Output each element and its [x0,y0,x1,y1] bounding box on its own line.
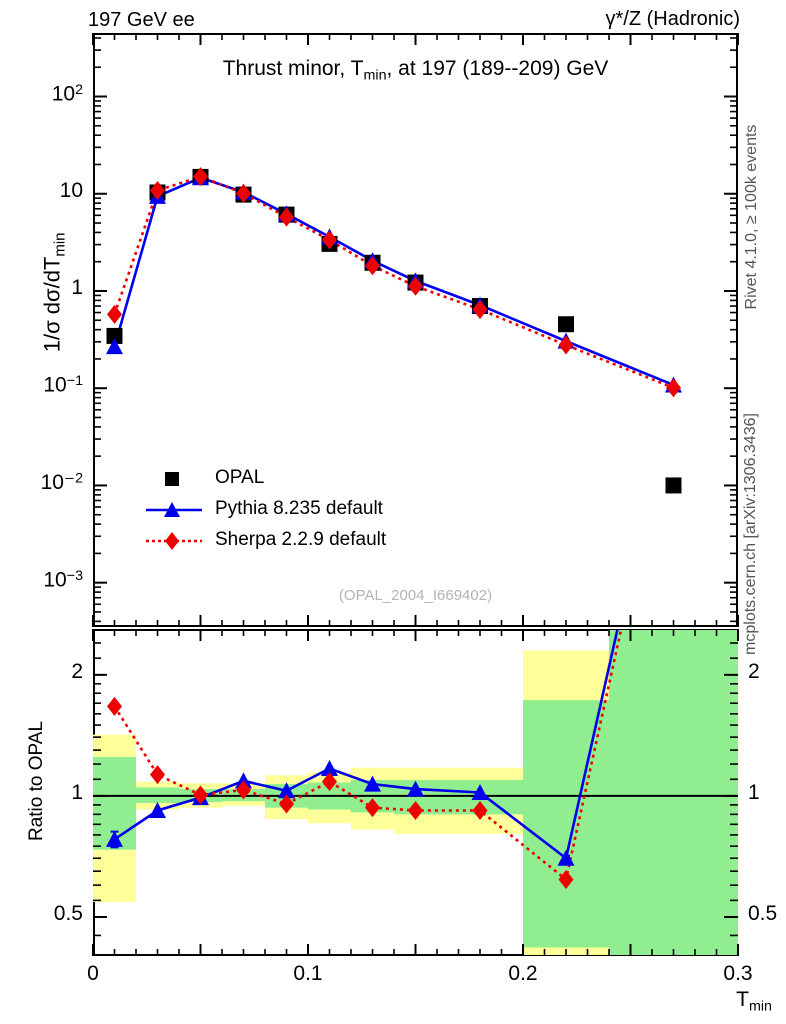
credit-mcplots: mcplots.cern.ch [arXiv:1306.3436] [742,413,759,655]
data-marker-diamond [193,167,208,187]
x-tick-label: 0 [87,962,99,985]
data-marker-triangle [106,830,123,847]
data-marker-diamond [408,800,423,820]
x-label-text: T [736,988,749,1011]
ratio-y-tick-label-right: 0.5 [748,902,778,926]
legend-label-sherpa: Sherpa 2.2.9 default [215,529,387,550]
data-marker-triangle [407,780,424,797]
main-y-tick-label: 1 [71,275,83,299]
data-marker-diamond [322,772,337,792]
legend-key-opal [165,472,179,486]
data-marker-triangle [149,801,166,818]
ratio-y-tick-label-left: 0.5 [53,902,83,926]
ratio-line-sherpa [113,630,623,882]
data-marker-diamond [236,183,251,203]
data-marker-diamond [365,798,380,818]
ratio-y-tick-label-left: 2 [71,659,83,683]
ratio-y-tick-label-right: 2 [748,659,760,683]
ratio-y-tick-label-right: 1 [748,780,760,804]
data-marker-diamond [558,869,574,889]
main-y-tick-label: 10⁻2 [40,471,83,495]
data-marker-triangle [235,772,252,789]
data-marker-triangle [106,338,123,355]
header-energy-label: 197 GeV ee [88,9,195,31]
uncertainty-band-inner [609,630,738,955]
data-marker-triangle [321,759,338,776]
credit-rivet: Rivet 4.1.0, ≥ 100k events [743,124,760,310]
data-marker-diamond [107,696,122,716]
data-marker-diamond [322,230,337,250]
data-marker-diamond [408,276,423,296]
header-process-label: γ*/Z (Hadronic) [605,8,740,30]
title-text-pre: Thrust minor, T [222,57,364,80]
data-marker-square [665,477,682,494]
x-tick-label: 0.2 [508,962,538,985]
data-marker-diamond [666,378,681,398]
main-plot-title: Thrust minor, Tmin, at 197 (189--209) Ge… [93,57,738,84]
legend-label-opal: OPAL [215,467,265,488]
x-tick-label: 0.1 [293,962,323,985]
data-marker-diamond [558,335,574,355]
data-marker-diamond [472,299,488,319]
ratio-y-tick-label-left: 1 [71,780,83,804]
main-y-tick-label: 10−1 [43,373,83,397]
data-marker-diamond [236,780,251,800]
data-marker-diamond [279,207,294,227]
data-marker-diamond [150,765,165,785]
title-text-post: , at 197 (189--209) GeV [386,57,609,80]
legend-key-sherpa [146,532,202,550]
data-marker-triangle [278,782,295,799]
ratio-series-group [106,630,623,889]
data-marker-diamond [107,304,122,324]
data-marker-square [106,327,123,344]
data-marker-diamond [193,785,208,805]
x-label-subscript: min [749,998,772,1015]
data-marker-triangle [471,783,489,800]
analysis-id-watermark: (OPAL_2004_I669402) [338,587,493,604]
data-marker-diamond [279,794,294,814]
main-y-tick-label: 10 [59,178,83,202]
main-y-tick-label: 10−3 [43,567,83,592]
data-marker-triangle [557,849,575,866]
data-marker-diamond [365,256,380,276]
main-y-tick-label: 102 [51,81,83,105]
x-axis-label: Tmin [736,988,772,1015]
data-marker-triangle [364,775,381,792]
legend-label-pythia: Pythia 8.235 default [215,498,383,519]
data-marker-square [558,316,574,333]
data-marker-diamond [472,800,488,820]
legend-key-pythia [146,502,202,517]
x-tick-label: 0.3 [723,962,753,985]
data-marker-diamond [150,180,165,200]
series-line-sherpa [113,175,674,389]
title-subscript: min [363,67,387,84]
uncertainty-band-inner [523,700,609,948]
